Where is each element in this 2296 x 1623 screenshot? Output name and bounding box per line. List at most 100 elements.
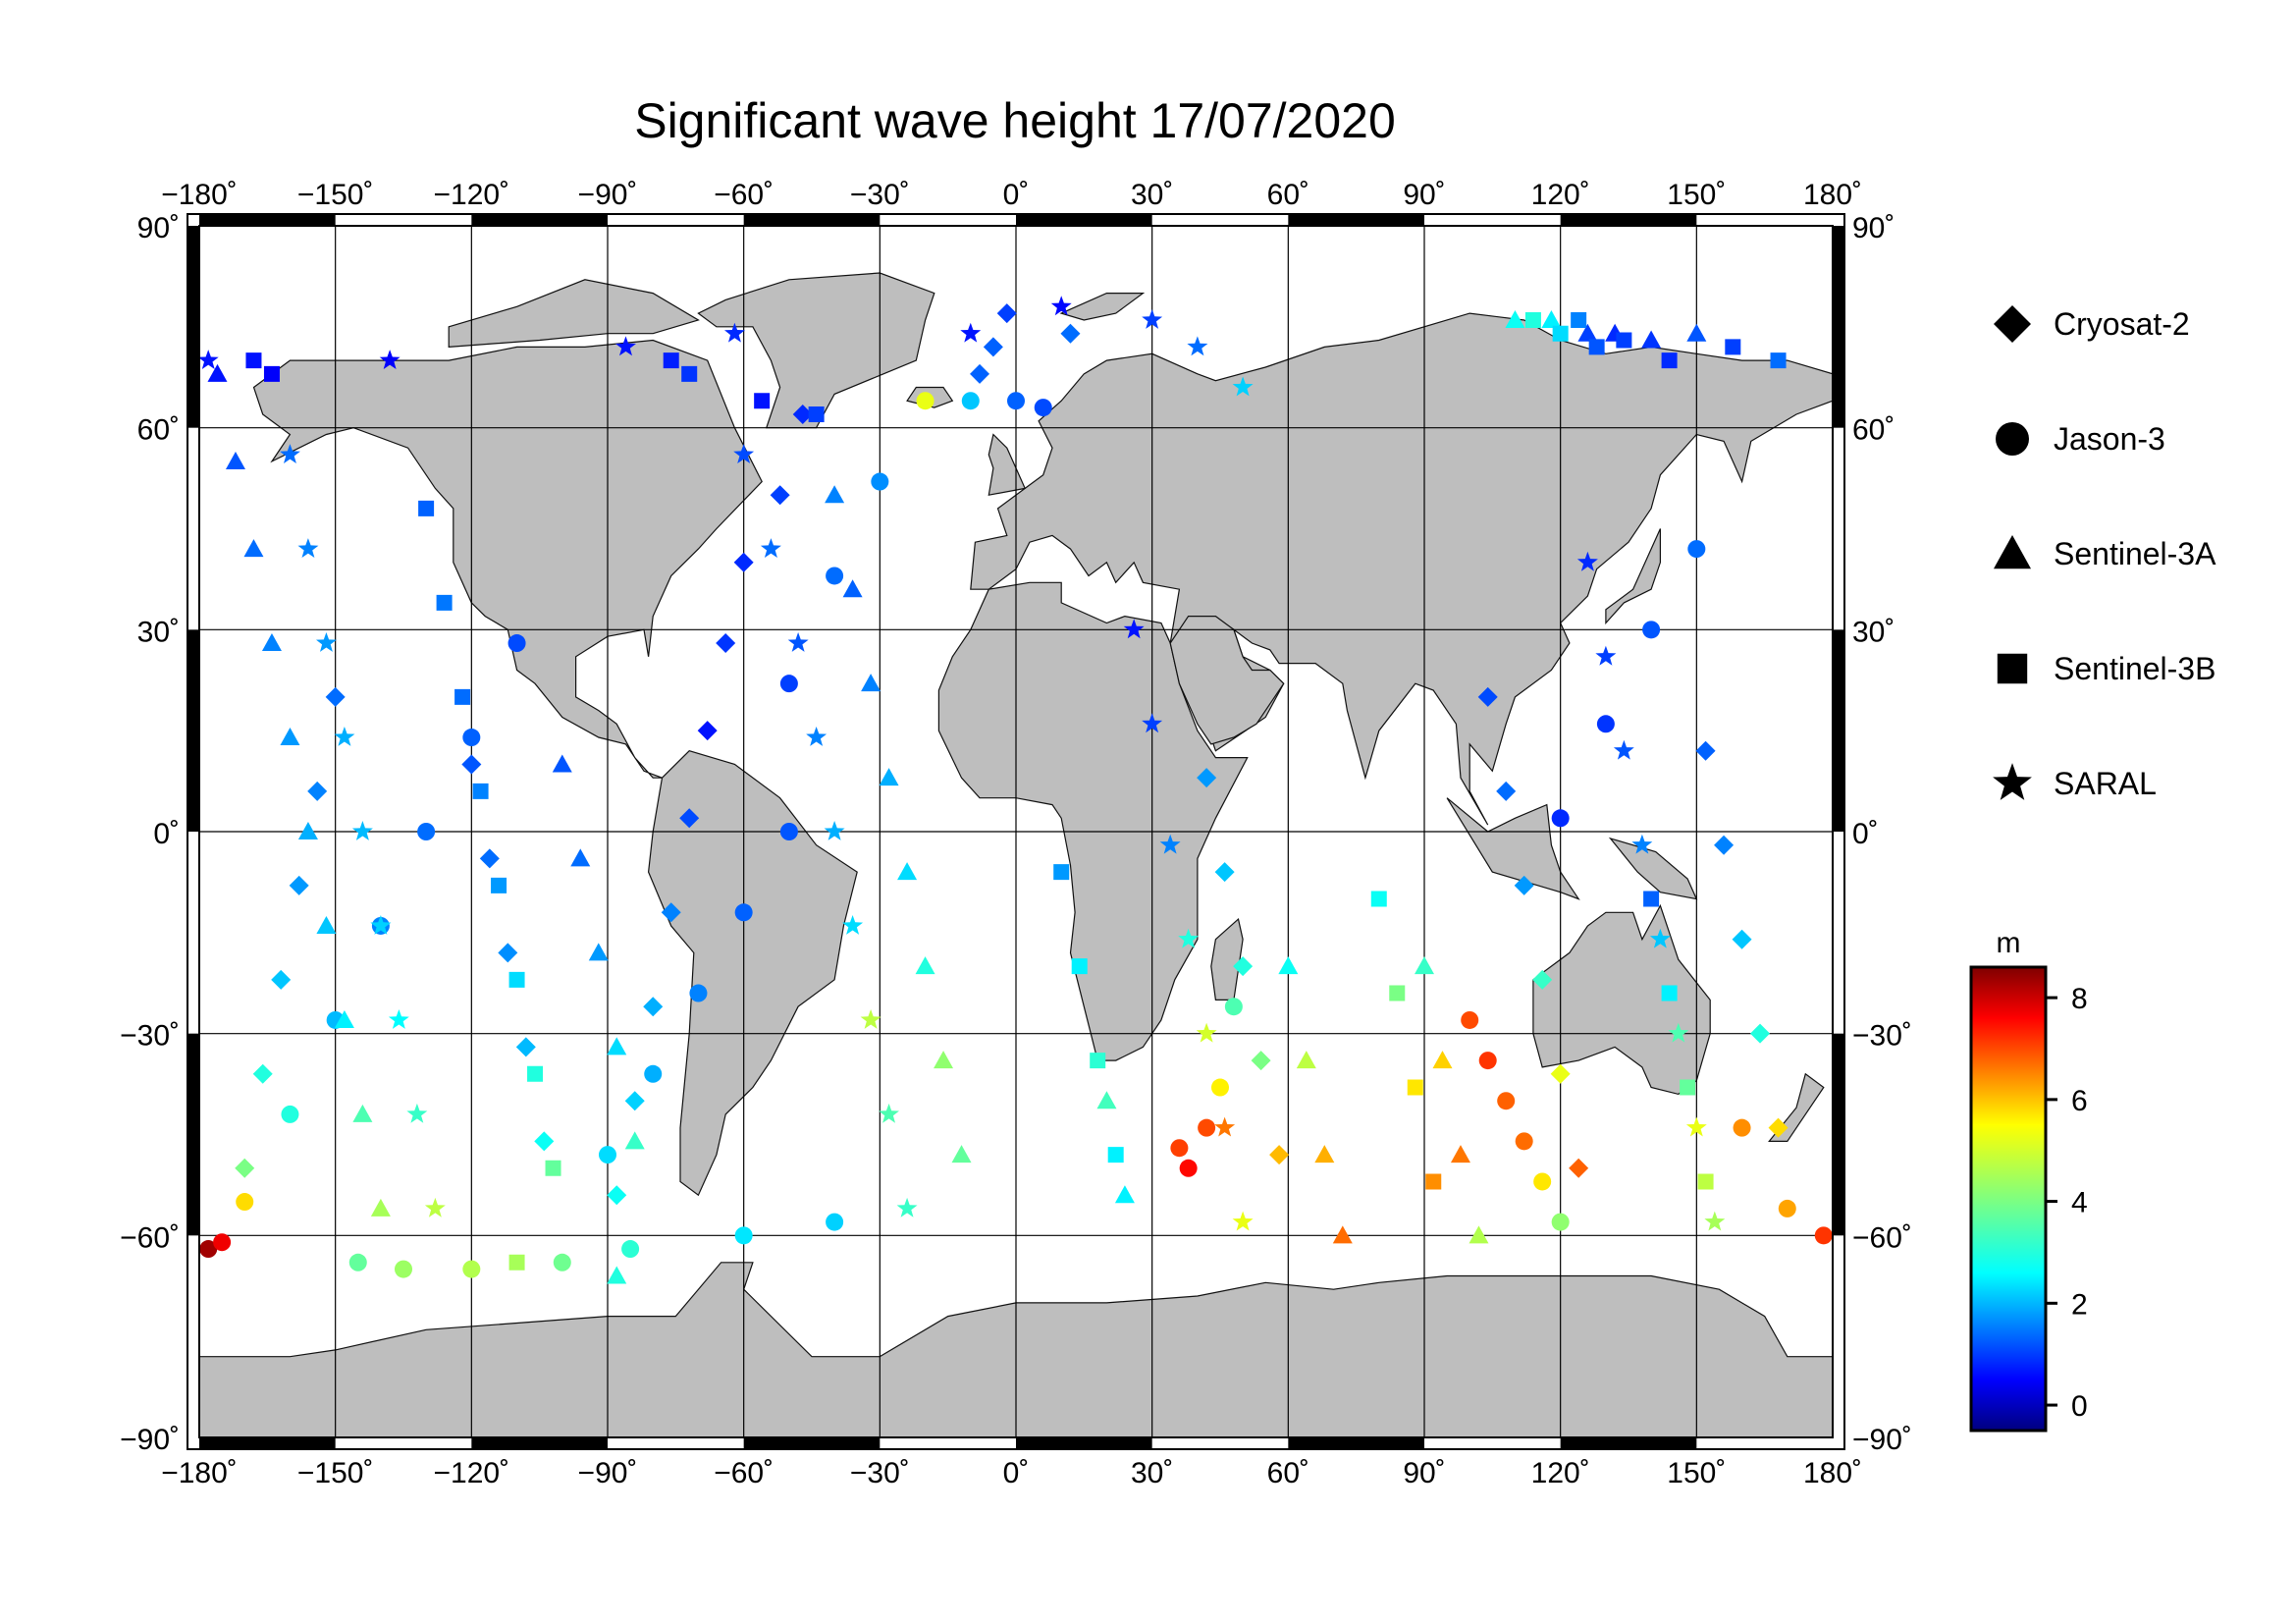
lon-tick-label-bottom: −180˚	[161, 1457, 238, 1489]
data-point	[1725, 339, 1741, 355]
data-point	[351, 821, 373, 840]
data-point	[1685, 1116, 1707, 1137]
data-point	[199, 350, 219, 369]
frame-bar-top	[199, 214, 336, 226]
data-point	[896, 1197, 918, 1217]
data-point	[1159, 834, 1181, 854]
data-point	[334, 1009, 354, 1028]
data-point	[1661, 985, 1678, 1001]
data-point	[289, 875, 309, 895]
data-point	[245, 352, 262, 369]
frame-bar-bottom	[199, 1437, 336, 1449]
data-point	[406, 1103, 428, 1123]
land-arabia	[1169, 616, 1285, 745]
data-point	[1551, 1213, 1570, 1231]
data-point	[624, 1131, 645, 1150]
data-point	[1198, 1118, 1216, 1137]
data-point	[1214, 1116, 1236, 1137]
data-point	[733, 552, 754, 572]
data-point	[1496, 781, 1517, 801]
data-point	[1214, 862, 1235, 883]
lon-tick-label-bottom: −120˚	[434, 1457, 510, 1489]
data-point	[716, 633, 736, 654]
frame-bar-left	[187, 226, 199, 428]
frame-bar-top	[743, 214, 881, 226]
lat-tick-label-left: −60˚	[120, 1221, 180, 1254]
lon-tick-label-top: −90˚	[578, 179, 638, 211]
data-point	[779, 823, 798, 840]
series-jason-3	[199, 392, 1833, 1278]
data-point	[915, 956, 935, 975]
data-point	[1571, 311, 1587, 328]
lon-tick-label-bottom: 0˚	[1003, 1457, 1030, 1489]
land-layer	[199, 272, 1833, 1437]
axis-tick-labels: −180˚ −180˚ −150˚ −150˚ −120˚ −120˚ −90˚ −90˚ −6…	[120, 179, 1912, 1489]
data-point	[395, 1260, 412, 1278]
data-point	[860, 1009, 881, 1029]
data-point	[770, 485, 790, 506]
data-point	[1050, 296, 1072, 316]
legend-label: Cryosat-2	[2054, 306, 2190, 342]
lon-tick-label-top: 120˚	[1531, 179, 1590, 211]
lon-tick-label-top: −180˚	[161, 179, 238, 211]
colorbar: m 0 2 4 6 8	[1969, 927, 2088, 1433]
colorbar-tick-label: 6	[2071, 1085, 2088, 1117]
data-point	[417, 823, 436, 840]
lat-tick-label-right: 90˚	[1852, 212, 1895, 244]
data-point	[733, 444, 755, 463]
data-point	[281, 1105, 299, 1123]
lat-tick-label-left: 0˚	[153, 818, 180, 850]
data-point	[792, 404, 813, 424]
data-point	[842, 579, 863, 598]
legend-label: Jason-3	[2054, 421, 2165, 457]
frame-bar-bottom	[471, 1437, 608, 1449]
data-point	[1533, 1172, 1552, 1191]
frame-bar-left	[187, 629, 199, 832]
lon-tick-label-top: 150˚	[1667, 179, 1726, 211]
lon-tick-label-bottom: 90˚	[1403, 1457, 1445, 1489]
data-point	[527, 1065, 544, 1082]
data-point	[462, 1260, 481, 1278]
data-point	[1332, 1225, 1353, 1244]
data-point	[1425, 1173, 1442, 1190]
data-point	[1314, 1145, 1335, 1163]
data-point	[235, 1158, 255, 1178]
land-greenland	[697, 272, 935, 429]
data-point	[1468, 1225, 1489, 1244]
data-point	[325, 686, 346, 707]
data-point	[418, 500, 435, 516]
data-point	[379, 350, 400, 369]
frame-bar-top	[1288, 214, 1424, 226]
data-point	[663, 352, 679, 369]
data-point	[1233, 956, 1254, 977]
data-point	[1053, 864, 1070, 881]
data-point	[1552, 325, 1569, 342]
data-point	[1595, 645, 1617, 666]
data-point	[1071, 958, 1088, 975]
data-point	[1179, 1159, 1198, 1177]
data-point	[1704, 1211, 1726, 1231]
data-point	[1687, 540, 1706, 559]
data-point	[826, 567, 844, 585]
data-point	[1142, 713, 1163, 733]
data-point	[599, 1146, 616, 1164]
data-point	[861, 674, 881, 692]
data-point	[213, 1233, 232, 1252]
data-point	[1251, 1051, 1271, 1071]
lon-tick-label-bottom: −150˚	[297, 1457, 374, 1489]
lon-tick-label-top: 90˚	[1403, 179, 1445, 211]
data-point	[1577, 323, 1598, 342]
data-point	[808, 406, 825, 422]
lat-tick-label-right: −60˚	[1852, 1221, 1912, 1254]
data-point	[588, 943, 609, 961]
data-point	[1524, 311, 1541, 328]
data-point	[1631, 834, 1653, 854]
data-point	[507, 634, 526, 653]
data-point	[207, 363, 228, 382]
series-saral	[199, 296, 1726, 1231]
data-point	[961, 392, 980, 410]
frame-bar-top	[1560, 214, 1697, 226]
legend-triangle-icon	[1994, 535, 2031, 569]
data-point	[1211, 1078, 1229, 1097]
